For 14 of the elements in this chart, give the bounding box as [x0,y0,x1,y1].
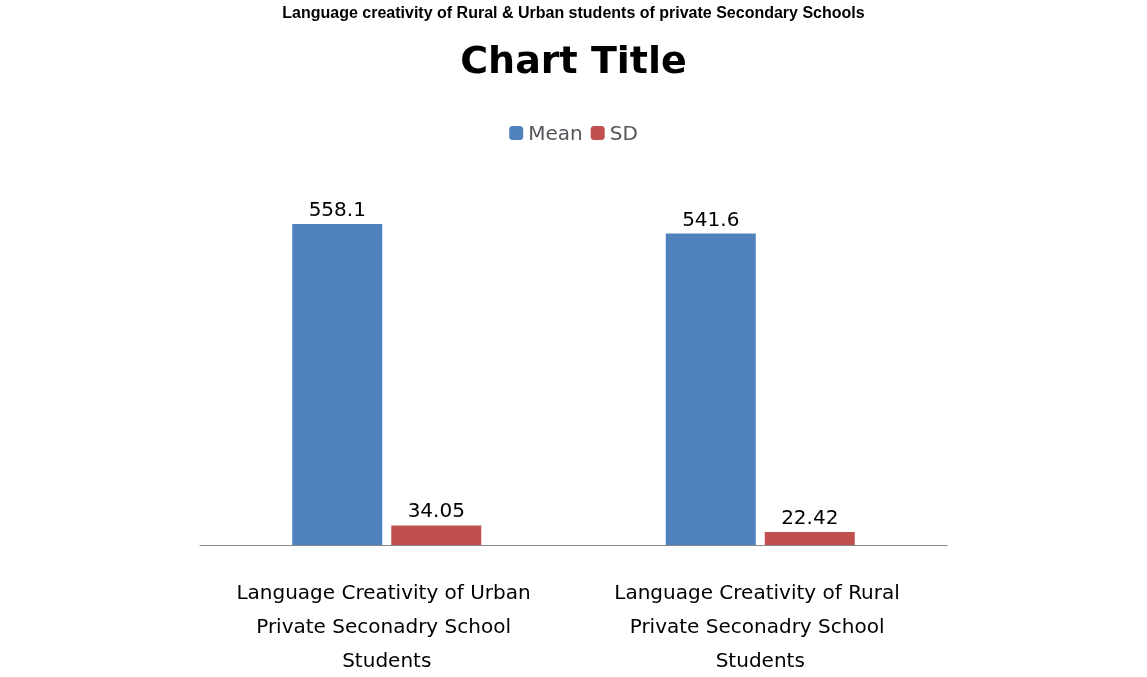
data-label: 558.1 [308,197,366,222]
data-label: 22.42 [781,505,839,530]
chart-title: Chart Title [460,38,687,82]
bar [665,233,756,545]
bar [391,525,482,545]
bar [292,224,383,545]
legend-label: Mean [528,121,583,145]
legend-label: SD [609,121,638,145]
data-label: 541.6 [682,206,740,231]
text: Language creativity of Rural & Urban students of private Secondary Schools [282,3,865,21]
x-tick-label: Language Creativity of Urban Private Seconadry School Students [236,580,538,672]
x-tick-label: Language Creativity of Rural Private Seconadry School Students [614,580,907,672]
bar [764,532,855,545]
data-label: 34.05 [407,498,465,523]
